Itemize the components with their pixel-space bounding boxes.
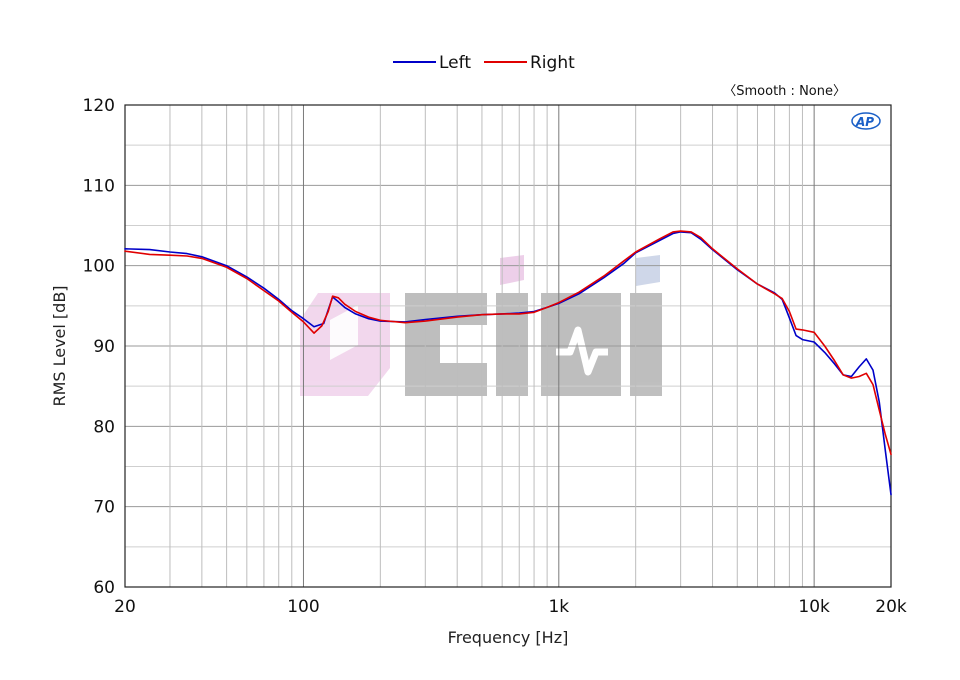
y-tick-label: 60 bbox=[93, 578, 115, 598]
x-axis-title: Frequency [Hz] bbox=[448, 628, 569, 647]
x-tick-label: 1k bbox=[548, 597, 569, 617]
y-tick-label: 70 bbox=[93, 498, 115, 518]
y-axis-title: RMS Level [dB] bbox=[50, 285, 69, 406]
y-tick-label: 80 bbox=[93, 417, 115, 437]
series-line-right bbox=[124, 230, 892, 456]
y-tick-label: 100 bbox=[83, 257, 115, 277]
y-tick-labels: 60 70 80 90 100 110 120 bbox=[83, 96, 115, 598]
plot-frame bbox=[124, 104, 892, 588]
x-tick-label: 100 bbox=[287, 597, 319, 617]
smoothing-note: 〈Smooth : None〉 bbox=[723, 84, 846, 99]
ap-logo: AP bbox=[851, 112, 881, 130]
watermark-logo bbox=[300, 255, 662, 396]
legend-label-right: Right bbox=[530, 53, 575, 73]
x-tick-label: 10k bbox=[798, 597, 830, 617]
x-tick-label: 20 bbox=[114, 597, 136, 617]
x-tick-labels: 20 100 1k 10k 20k bbox=[114, 597, 907, 617]
series-layer bbox=[124, 230, 892, 496]
legend-label-left: Left bbox=[439, 53, 471, 73]
legend: Left Right bbox=[393, 53, 575, 73]
y-tick-label: 90 bbox=[93, 337, 115, 357]
ap-logo-text: AP bbox=[855, 115, 874, 129]
y-tick-label: 120 bbox=[83, 96, 115, 116]
y-tick-label: 110 bbox=[83, 176, 115, 196]
x-tick-label: 20k bbox=[875, 597, 907, 617]
plot-grid bbox=[125, 105, 891, 587]
